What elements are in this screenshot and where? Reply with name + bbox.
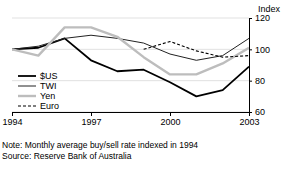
x-axis: 1994 1997 2000 2003 [2, 112, 259, 127]
x-tick-label: 1997 [81, 117, 101, 127]
series-line [12, 27, 249, 74]
footnote: Note: Monthly average buy/sell rate inde… [2, 140, 198, 150]
x-tick: 1997 [81, 112, 101, 127]
grid-line [12, 49, 249, 50]
y-tick-mark [249, 49, 252, 50]
chart: 1994 1997 2000 200360 80 100 120Index $USTWIYen… [0, 0, 283, 170]
y-tick-mark [249, 112, 252, 113]
grid-line [12, 18, 249, 19]
y-tick-label: 120 [255, 13, 270, 23]
series-line [144, 42, 249, 58]
y-tick: 120 [249, 13, 270, 23]
y-axis-line [250, 19, 253, 113]
x-tick-mark [91, 112, 92, 116]
y-tick: 80 [249, 76, 265, 86]
y-tick-label: 80 [255, 76, 265, 86]
x-tick-label: 2003 [239, 117, 259, 127]
legend-label: $US [40, 71, 58, 81]
legend: $USTWIYenEuro [18, 71, 59, 111]
y-tick-label: 60 [255, 107, 265, 117]
x-tick-label: 2000 [160, 117, 180, 127]
grid [12, 18, 249, 112]
footnote: Source: Reserve Bank of Australia [2, 151, 132, 161]
y-tick-label: 100 [255, 45, 270, 55]
y-tick-mark [249, 18, 252, 19]
legend-swatch [18, 86, 36, 87]
x-tick-label: 1994 [2, 117, 22, 127]
x-tick-mark [12, 112, 13, 116]
legend-label: Euro [40, 101, 59, 111]
x-tick: 1994 [2, 112, 22, 127]
legend-label: TWI [40, 81, 57, 91]
y-axis: 60 80 100 120 [249, 13, 270, 117]
legend-swatch [18, 95, 36, 97]
y-axis-title: Index [258, 4, 281, 14]
x-axis-line [13, 113, 250, 117]
x-tick-mark [170, 112, 171, 116]
legend-swatch [18, 105, 36, 106]
y-tick-mark [249, 81, 252, 82]
plot-area [12, 27, 249, 96]
y-tick: 100 [249, 45, 270, 55]
y-tick: 60 [249, 107, 265, 117]
legend-label: Yen [40, 91, 55, 101]
legend-swatch [18, 75, 36, 77]
x-tick: 2000 [160, 112, 180, 127]
